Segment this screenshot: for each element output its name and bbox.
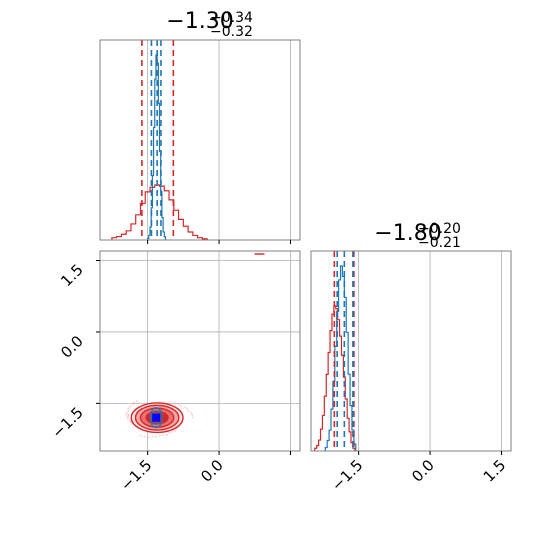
sample-point bbox=[130, 421, 132, 423]
sample-point bbox=[127, 413, 130, 416]
sample-point bbox=[191, 414, 194, 417]
sample-point bbox=[129, 405, 132, 408]
red-histogram-param1 bbox=[111, 184, 208, 240]
top-ticks bbox=[147, 240, 291, 244]
joint-frame bbox=[99, 250, 301, 452]
right-frame bbox=[310, 250, 512, 452]
sample-point bbox=[126, 417, 129, 420]
sample-point bbox=[187, 410, 190, 413]
panel-joint-contours: −1.5 −1.5 0.0 0.0 1.5 bbox=[48, 250, 301, 495]
sample-point bbox=[131, 403, 134, 406]
sample-point bbox=[186, 408, 188, 411]
sample-point bbox=[155, 435, 158, 438]
param1-lower-error: −0.32 bbox=[210, 24, 253, 40]
sample-point bbox=[127, 407, 130, 410]
param1-title: −1.30 bbox=[166, 9, 233, 34]
sample-point bbox=[191, 416, 194, 419]
sample-point bbox=[143, 435, 146, 438]
blue-contour bbox=[149, 406, 164, 429]
sample-point bbox=[171, 402, 174, 405]
right-ticks: −1.5 0.0 1.5 bbox=[328, 451, 509, 495]
y-tick-label: 1.5 bbox=[57, 261, 87, 291]
sample-point bbox=[126, 411, 128, 414]
sample-point bbox=[151, 435, 154, 438]
sample-point bbox=[168, 432, 171, 434]
joint-contours bbox=[125, 253, 265, 439]
x-tick-label: −1.5 bbox=[328, 456, 366, 494]
top-quantile-lines bbox=[141, 40, 175, 240]
y-tick-label: 0.0 bbox=[57, 332, 87, 362]
blue-histogram-param2 bbox=[324, 265, 357, 451]
param2-title: −1.80 bbox=[374, 221, 441, 246]
sample-point bbox=[126, 415, 129, 418]
sample-point bbox=[174, 403, 176, 406]
sample-point bbox=[165, 433, 168, 436]
x-tick-label: 1.5 bbox=[480, 456, 510, 486]
param2-upper-error: +0.20 bbox=[418, 221, 461, 237]
joint-ticks: −1.5 −1.5 0.0 0.0 1.5 bbox=[48, 260, 291, 495]
sample-point bbox=[168, 401, 171, 404]
sample-point bbox=[139, 434, 142, 437]
sample-point bbox=[129, 419, 132, 422]
sample-point bbox=[178, 403, 180, 406]
sample-point bbox=[133, 401, 135, 404]
sample-point bbox=[184, 406, 187, 409]
sample-point bbox=[162, 434, 165, 437]
sample-point bbox=[171, 431, 174, 433]
panel-param1-histogram: −1.30 +0.34 −0.32 bbox=[99, 9, 301, 244]
top-histograms bbox=[111, 54, 208, 240]
sample-point bbox=[127, 409, 130, 412]
marker-point bbox=[152, 413, 161, 422]
sample-point bbox=[147, 436, 150, 439]
top-frame bbox=[99, 39, 301, 241]
sample-point bbox=[190, 412, 193, 414]
sample-point bbox=[180, 405, 183, 408]
sample-point bbox=[158, 434, 161, 437]
top-grid bbox=[147, 40, 291, 240]
param2-lower-error: −0.21 bbox=[418, 235, 461, 251]
x-tick-label: −1.5 bbox=[117, 456, 155, 494]
right-grid bbox=[358, 251, 502, 451]
y-tick-label: −1.5 bbox=[48, 403, 86, 441]
joint-grid bbox=[100, 251, 300, 451]
right-quantile-lines bbox=[333, 251, 355, 451]
x-tick-label: 0.0 bbox=[408, 456, 438, 486]
x-tick-label: 0.0 bbox=[197, 456, 227, 486]
param1-upper-error: +0.34 bbox=[210, 10, 253, 26]
right-histograms bbox=[314, 265, 357, 451]
sample-point bbox=[136, 400, 139, 402]
sample-point bbox=[125, 413, 128, 416]
panel-param2-histogram: −1.5 0.0 1.5 −1.80 +0.20 −0.21 bbox=[310, 221, 512, 495]
